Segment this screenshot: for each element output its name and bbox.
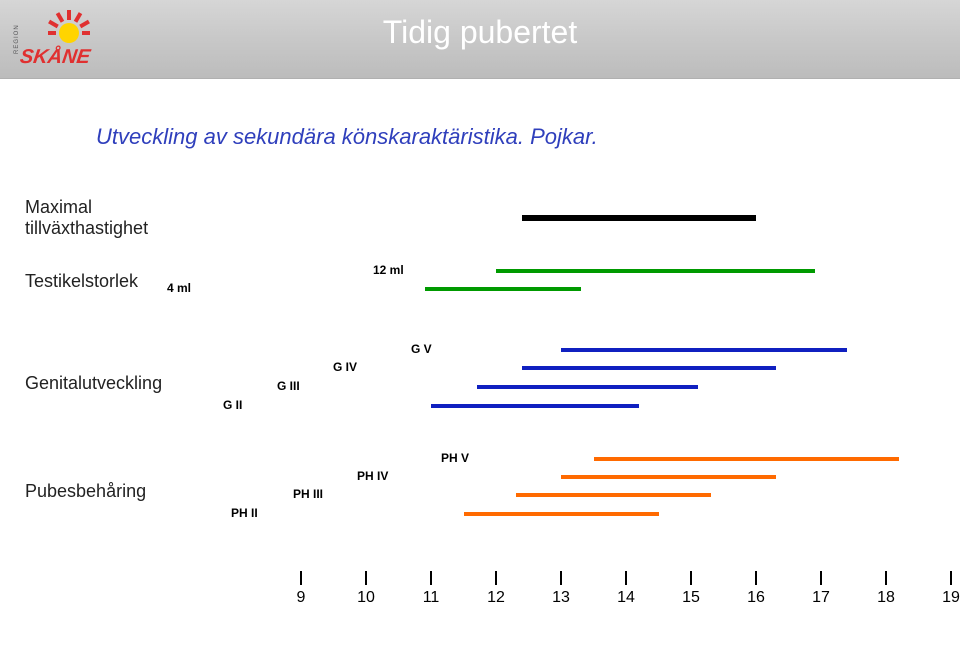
range-bar xyxy=(431,404,639,408)
range-bar xyxy=(561,475,776,479)
axis-tick-label: 13 xyxy=(541,589,581,607)
axis-tick xyxy=(430,571,432,585)
stage-label: PH III xyxy=(293,487,323,501)
axis-tick xyxy=(560,571,562,585)
range-bar xyxy=(561,348,847,352)
axis-tick xyxy=(300,571,302,585)
slide-title: Tidig pubertet xyxy=(383,14,577,51)
row-label: Pubesbehåring xyxy=(25,481,146,502)
logo-subtext: REGION xyxy=(14,24,20,54)
axis-tick xyxy=(690,571,692,585)
axis-tick-label: 15 xyxy=(671,589,711,607)
axis-tick-label: 11 xyxy=(411,589,451,607)
range-bar xyxy=(516,493,711,497)
range-bar xyxy=(425,287,581,291)
axis-tick xyxy=(755,571,757,585)
range-bar xyxy=(594,457,900,461)
axis-tick xyxy=(625,571,627,585)
stage-label: PH II xyxy=(231,506,258,520)
range-bar xyxy=(477,385,698,389)
axis-tick-label: 9 xyxy=(281,589,321,607)
subtitle: Utveckling av sekundära könskaraktäristi… xyxy=(96,124,598,150)
axis-tick-label: 19 xyxy=(931,589,960,607)
stage-label: G II xyxy=(223,398,242,412)
stage-label: PH V xyxy=(441,451,469,465)
range-bar xyxy=(522,215,756,221)
range-bar xyxy=(496,269,815,273)
gantt-chart: Maximal tillväxthastighetTestikelstorlek… xyxy=(175,205,895,625)
axis-tick xyxy=(885,571,887,585)
stage-label: 4 ml xyxy=(167,281,191,295)
range-bar xyxy=(522,366,776,370)
row-label: Genitalutveckling xyxy=(25,373,162,394)
range-bar xyxy=(464,512,659,516)
logo-text: SKÅNE xyxy=(18,46,91,69)
stage-label: G III xyxy=(277,379,300,393)
axis-tick xyxy=(820,571,822,585)
row-label: Testikelstorlek xyxy=(25,271,138,292)
axis-tick-label: 10 xyxy=(346,589,386,607)
axis-tick-label: 17 xyxy=(801,589,841,607)
logo: SKÅNE REGION xyxy=(20,10,128,82)
axis-tick xyxy=(365,571,367,585)
axis-tick-label: 14 xyxy=(606,589,646,607)
axis-tick-label: 12 xyxy=(476,589,516,607)
stage-label: 12 ml xyxy=(373,263,404,277)
axis-tick xyxy=(950,571,952,585)
header-bar: Tidig pubertet xyxy=(0,0,960,79)
stage-label: G V xyxy=(411,342,432,356)
row-label: Maximal tillväxthastighet xyxy=(25,197,148,239)
stage-label: G IV xyxy=(333,360,357,374)
stage-label: PH IV xyxy=(357,469,388,483)
axis-tick-label: 16 xyxy=(736,589,776,607)
axis-tick-label: 18 xyxy=(866,589,906,607)
axis-tick xyxy=(495,571,497,585)
